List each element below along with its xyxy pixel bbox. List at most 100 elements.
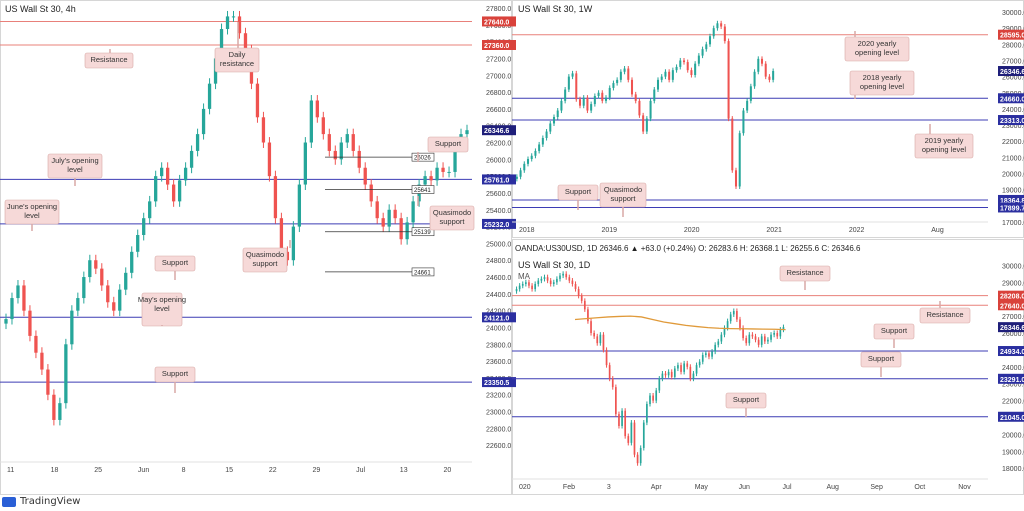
candle-body (590, 104, 593, 111)
y-tick-label: 26000.0 (1002, 75, 1024, 82)
candle-body (746, 100, 749, 111)
candle-body (652, 395, 654, 401)
candle-body (751, 334, 754, 337)
candle-body (556, 110, 559, 117)
y-tick-label: 23000.0 (1002, 382, 1024, 389)
candle-body (593, 96, 596, 105)
candle-body (574, 283, 577, 290)
candle-body (537, 280, 540, 284)
candle-body (708, 353, 710, 357)
candle-body (767, 339, 769, 342)
candle-body (686, 363, 689, 367)
level-tag-label: 24121.0 (484, 315, 509, 322)
candle-body (624, 410, 627, 437)
candle-body (148, 201, 152, 219)
candle-body (705, 44, 708, 50)
callout-box (429, 205, 475, 231)
candle-body (46, 369, 50, 395)
callout-label: Support (435, 139, 462, 148)
y-tick-label: 25600.0 (486, 191, 511, 198)
candle-body (94, 260, 98, 269)
x-tick-label: 15 (225, 467, 233, 474)
candle-body (739, 319, 741, 328)
level-tag-label: 26346.6 (1000, 69, 1024, 76)
candle-body (597, 92, 600, 96)
y-tick-label: 19000.0 (1002, 449, 1024, 456)
y-tick-label: 24400.0 (486, 292, 511, 299)
candle-body (339, 142, 343, 160)
candle-body (764, 63, 767, 77)
candle-body (279, 218, 284, 252)
box-level-label: 25139 (414, 230, 431, 236)
candle-body (760, 58, 764, 64)
candle-body (717, 341, 720, 345)
x-tick-label: 25 (94, 467, 102, 474)
candle-body (729, 314, 732, 322)
candle-body (545, 131, 548, 138)
candle-body (753, 71, 756, 87)
candle-body (608, 365, 611, 379)
candle-body (10, 298, 14, 320)
box-level-label: 24661 (414, 270, 431, 276)
candle-body (697, 55, 700, 64)
candle-body (540, 278, 543, 281)
candle-body (549, 280, 552, 284)
candle-body (297, 184, 302, 227)
callout-label: July's opening (51, 156, 98, 165)
candle-body (225, 16, 230, 30)
candle-body (731, 118, 734, 171)
x-tick-label: 18 (51, 467, 59, 474)
level-tag (998, 194, 1024, 205)
callout-label: Quasimodo (433, 208, 471, 217)
candle-body (571, 73, 574, 77)
callout-box (844, 36, 910, 62)
candle-body (530, 155, 533, 159)
candle-body (515, 176, 518, 179)
y-tick-label: 26000.0 (486, 157, 511, 164)
callout-label: 2019 yearly (925, 136, 964, 145)
x-tick-label: Sep (870, 484, 883, 491)
candle-body (577, 289, 580, 296)
candle-body (596, 336, 599, 344)
candle-body (593, 333, 595, 337)
y-tick-label: 19000.0 (1002, 188, 1024, 195)
candle-body (393, 209, 397, 219)
y-tick-label: 22600.0 (486, 443, 511, 450)
candle-body (118, 289, 122, 311)
candle-body (177, 180, 182, 202)
candle-body (677, 365, 679, 369)
tradingview-logo[interactable]: TradingView (2, 496, 80, 507)
candle-body (723, 327, 726, 335)
callout-label: Quasimodo (604, 185, 642, 194)
candle-body (646, 404, 648, 423)
candle-body (782, 327, 785, 330)
candle-body (726, 321, 729, 328)
x-tick-label: 20 (443, 467, 451, 474)
candle-body (757, 58, 760, 72)
level-tag (482, 218, 516, 229)
candle-body (327, 134, 331, 151)
x-tick-label: Aug (931, 227, 944, 234)
candle-body (552, 117, 556, 124)
panel-4h-frame (0, 0, 512, 495)
candle-body (668, 71, 671, 80)
candle-body (124, 272, 128, 290)
candle-body (429, 176, 433, 181)
candle-body (686, 62, 689, 71)
level-tag-label: 27640.0 (1000, 303, 1024, 310)
level-tag (998, 29, 1024, 40)
candle-body (642, 115, 645, 132)
candle-body (399, 218, 403, 240)
candle-body (518, 285, 521, 290)
candle-body (689, 366, 692, 379)
candle-body (683, 363, 685, 372)
level-tag-label: 27360.0 (484, 43, 509, 50)
callout-label: opening level (855, 48, 900, 57)
candle-body (112, 302, 116, 311)
candle-body (575, 73, 578, 100)
level-tag (482, 39, 516, 50)
candle-body (658, 378, 661, 391)
level-tag (998, 66, 1024, 77)
candle-body (171, 184, 176, 202)
callout-label: May's opening (138, 295, 186, 304)
